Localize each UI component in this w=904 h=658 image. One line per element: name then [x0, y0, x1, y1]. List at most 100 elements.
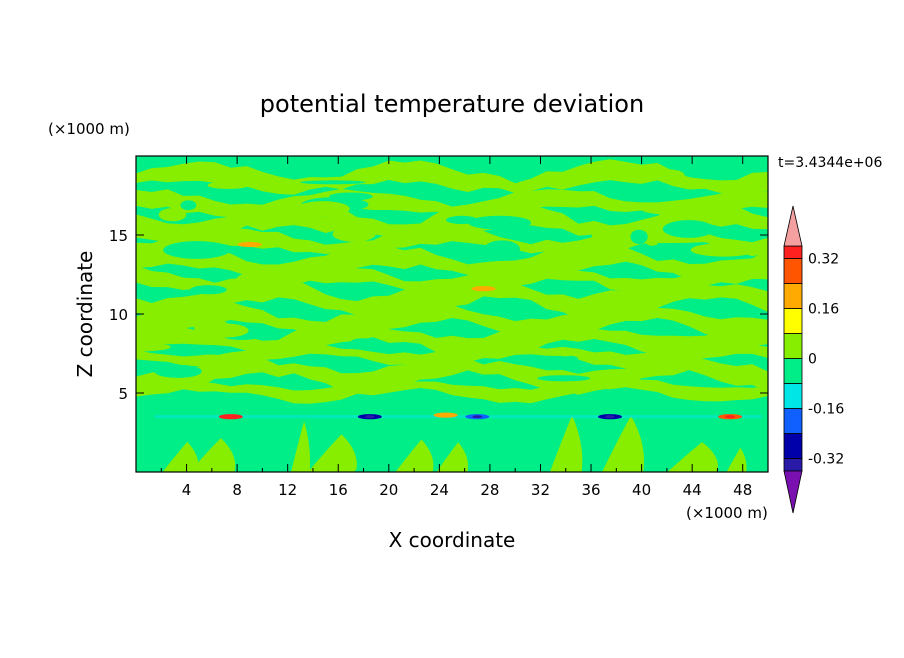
- contour-patch: [562, 252, 578, 268]
- plume: [189, 438, 236, 472]
- anomaly-core: [364, 415, 375, 419]
- contour-patch: [193, 354, 228, 363]
- colorbar-min-arrow: [783, 470, 803, 514]
- contour-patch: [200, 323, 249, 338]
- anomaly-core: [225, 415, 236, 419]
- x-tick-label: 32: [531, 481, 550, 499]
- y-axis-label: Z coordinate: [73, 251, 97, 378]
- contour-band: [136, 159, 768, 196]
- contour-patch: [488, 320, 529, 326]
- x-axis: 4 8 12 16 20 24 28 32 36 40 44 48: [160, 156, 752, 499]
- plume: [646, 419, 663, 472]
- contour-patch: [154, 364, 202, 378]
- y-tick-label: 10: [109, 306, 128, 324]
- plume: [602, 415, 645, 472]
- contour-patch: [158, 208, 187, 222]
- y-unit-label: (×1000 m): [48, 120, 130, 138]
- colorbar-segment: [783, 333, 803, 359]
- contour-patch: [690, 243, 758, 257]
- contour-patch: [350, 338, 377, 345]
- anomaly-spot: [433, 412, 458, 418]
- contour-patch: [649, 169, 685, 181]
- anomaly-core: [605, 415, 615, 419]
- plume: [354, 433, 400, 472]
- plume: [549, 415, 583, 472]
- contour-patch: [163, 241, 231, 259]
- colorbar-segment: [783, 433, 803, 459]
- x-tick-label: 8: [232, 481, 242, 499]
- y-axis: 5 10 15: [109, 227, 768, 403]
- anomaly-core: [725, 415, 736, 419]
- colorbar-tick-label: -0.16: [808, 402, 844, 418]
- contour-patch: [446, 215, 478, 224]
- plume: [395, 439, 434, 472]
- anomaly-spot: [471, 286, 496, 292]
- y-tick-label: 15: [109, 227, 128, 245]
- colorbar-segment: [783, 283, 803, 309]
- colorbar-segment: [783, 258, 803, 284]
- x-tick-label: 48: [733, 481, 752, 499]
- contour-band: [136, 302, 768, 341]
- x-tick-label: 12: [278, 481, 297, 499]
- contour-patch: [329, 192, 373, 201]
- colorbar-segment: [783, 458, 803, 472]
- contour-patch: [630, 229, 648, 244]
- colorbar-segment: [783, 358, 803, 384]
- contour-patch: [168, 347, 226, 354]
- contour-patch: [468, 215, 532, 230]
- contour-patch: [332, 226, 376, 242]
- contour-patch: [641, 204, 699, 215]
- plume: [308, 434, 357, 472]
- inversion-line: [154, 415, 762, 419]
- contour-patch: [484, 240, 520, 258]
- chart-title: potential temperature deviation: [260, 90, 644, 118]
- contour-patch: [562, 355, 579, 363]
- plume: [136, 433, 172, 472]
- anomaly-spot: [237, 241, 262, 248]
- x-tick-label: 40: [632, 481, 651, 499]
- x-tick-label: 20: [379, 481, 398, 499]
- x-tick-label: 28: [480, 481, 499, 499]
- plume: [248, 429, 290, 472]
- colorbar-tick-label: -0.32: [808, 452, 844, 468]
- contour-patch: [539, 190, 564, 197]
- contour-patch: [236, 272, 272, 288]
- contour-patch: [295, 201, 350, 217]
- contour-band: [136, 377, 768, 404]
- time-label: t=3.4344e+06: [778, 155, 882, 171]
- plume: [667, 442, 719, 472]
- contour-patch: [735, 186, 761, 193]
- colorbar-segment: [783, 408, 803, 434]
- contour-patch: [190, 285, 227, 295]
- contour-patch: [646, 238, 659, 246]
- colorbar: 0.32 0.16 0 -0.16 -0.32: [783, 205, 844, 514]
- x-unit-label: (×1000 m): [686, 504, 768, 522]
- x-tick-label: 4: [182, 481, 192, 499]
- colorbar-tick-label: 0: [808, 352, 817, 368]
- x-tick-label: 44: [683, 481, 702, 499]
- anomaly-core: [472, 415, 483, 419]
- colorbar-tick-label: 0.16: [808, 302, 839, 318]
- plume: [162, 441, 199, 472]
- plume: [499, 434, 533, 472]
- contour-field: [136, 156, 768, 472]
- contour-band: [136, 342, 768, 369]
- colorbar-segment: [783, 383, 803, 409]
- x-tick-label: 24: [430, 481, 449, 499]
- contour-patch: [246, 217, 260, 227]
- contour-patch: [300, 180, 366, 185]
- contour-patch: [136, 342, 171, 352]
- colorbar-segment: [783, 245, 803, 259]
- colorbar-segment: [783, 308, 803, 334]
- colorbar-max-arrow: [783, 205, 803, 247]
- y-tick-label: 5: [118, 385, 128, 403]
- contour-patch: [591, 229, 612, 246]
- plume: [436, 442, 469, 472]
- contour-patch: [180, 200, 197, 211]
- plume: [726, 447, 747, 472]
- contour-band: [136, 188, 768, 218]
- contour-patch: [662, 220, 715, 238]
- contour-band: [136, 263, 768, 296]
- contour-patch: [537, 375, 591, 382]
